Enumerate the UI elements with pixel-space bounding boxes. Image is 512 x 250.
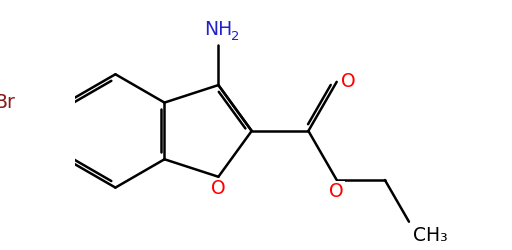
Text: O: O — [329, 182, 344, 201]
Text: O: O — [211, 179, 226, 198]
Text: O: O — [341, 72, 355, 91]
Text: NH: NH — [204, 20, 232, 39]
Text: 2: 2 — [231, 30, 240, 44]
Text: CH₃: CH₃ — [413, 226, 448, 245]
Text: Br: Br — [0, 93, 15, 112]
